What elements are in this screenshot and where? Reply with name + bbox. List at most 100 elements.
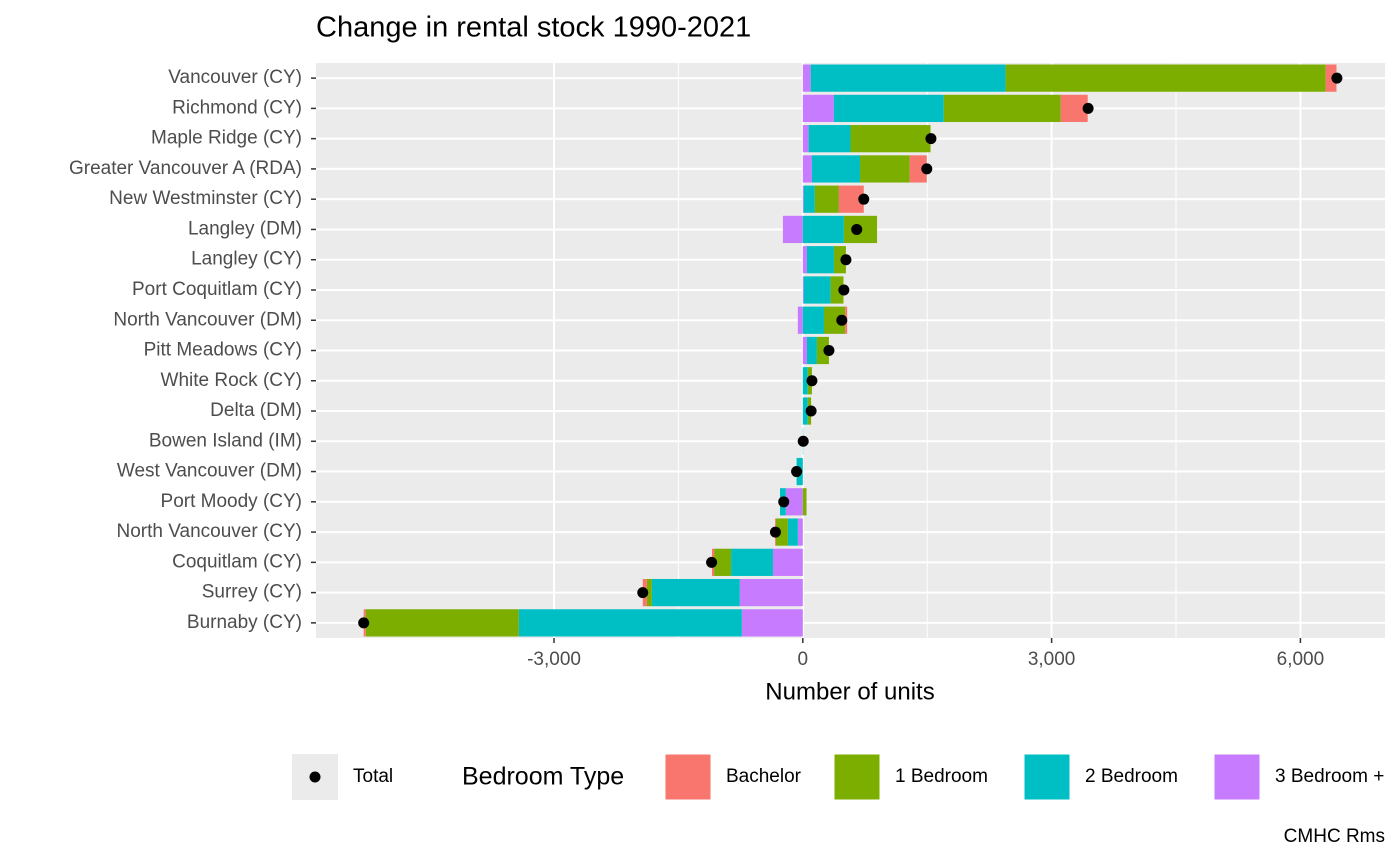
legend-label: 2 Bedroom bbox=[1085, 766, 1178, 787]
legend-label: Bachelor bbox=[726, 766, 802, 787]
y-tick-label: Langley (DM) bbox=[188, 218, 302, 239]
x-tick-label: 6,000 bbox=[1277, 649, 1325, 670]
legend-label: 3 Bedroom + bbox=[1275, 766, 1384, 787]
bar bbox=[802, 488, 807, 516]
bar bbox=[1325, 64, 1337, 92]
total-point bbox=[1331, 72, 1343, 84]
y-tick-label: Port Moody (CY) bbox=[161, 491, 302, 512]
legend-title: Bedroom Type bbox=[462, 763, 624, 791]
y-tick-label: Greater Vancouver A (RDA) bbox=[69, 158, 302, 179]
bar bbox=[833, 246, 846, 274]
total-point bbox=[838, 284, 850, 296]
total-point bbox=[805, 405, 817, 417]
y-tick-label: Pitt Meadows (CY) bbox=[144, 340, 302, 361]
y-tick-label: Surrey (CY) bbox=[202, 582, 302, 603]
bar bbox=[772, 548, 803, 576]
bar bbox=[803, 276, 831, 304]
bar bbox=[518, 609, 742, 637]
y-tick-label: West Vancouver (DM) bbox=[117, 461, 302, 482]
bar bbox=[797, 518, 803, 546]
y-tick-label: North Vancouver (CY) bbox=[117, 521, 303, 542]
total-point bbox=[791, 466, 803, 478]
y-tick-label: Coquitlam (CY) bbox=[172, 551, 302, 572]
caption: CMHC Rms bbox=[1284, 826, 1385, 847]
bar bbox=[365, 609, 519, 637]
y-tick-label: North Vancouver (DM) bbox=[113, 309, 302, 330]
total-point bbox=[806, 375, 818, 387]
bar bbox=[909, 155, 927, 183]
bar bbox=[823, 306, 846, 334]
bar bbox=[802, 155, 812, 183]
bar bbox=[802, 185, 804, 213]
x-tick-label: -3,000 bbox=[527, 649, 581, 670]
x-tick-label: 3,000 bbox=[1028, 649, 1076, 670]
bar bbox=[714, 548, 732, 576]
bar bbox=[1005, 64, 1326, 92]
x-tick-label: 0 bbox=[798, 649, 809, 670]
y-tick-label: Delta (DM) bbox=[210, 400, 302, 421]
y-tick-label: New Westminster (CY) bbox=[109, 188, 302, 209]
y-tick-label: Maple Ridge (CY) bbox=[151, 128, 302, 149]
bar bbox=[803, 185, 815, 213]
bar bbox=[802, 94, 834, 123]
bar bbox=[731, 548, 773, 576]
bar bbox=[860, 155, 910, 183]
legend-symbol bbox=[309, 771, 321, 783]
chart-title: Change in rental stock 1990-2021 bbox=[316, 12, 751, 44]
bar bbox=[802, 306, 824, 334]
legend-key bbox=[1023, 753, 1071, 801]
bar bbox=[802, 397, 808, 425]
bar bbox=[802, 215, 844, 244]
legend-key bbox=[664, 753, 712, 801]
bar bbox=[787, 518, 798, 546]
bar bbox=[816, 336, 829, 365]
total-point bbox=[358, 617, 370, 629]
bar bbox=[651, 578, 740, 607]
total-point bbox=[769, 526, 781, 538]
bar bbox=[833, 94, 944, 123]
total-point bbox=[637, 587, 649, 599]
total-point bbox=[1082, 102, 1094, 114]
total-point bbox=[836, 314, 848, 326]
bar bbox=[802, 246, 807, 274]
y-tick-label: Burnaby (CY) bbox=[187, 612, 302, 633]
total-point bbox=[778, 496, 790, 508]
total-point bbox=[925, 133, 937, 145]
bar bbox=[830, 276, 844, 304]
legend-label: Total bbox=[353, 766, 393, 787]
legend-key bbox=[1213, 753, 1261, 801]
bar bbox=[775, 518, 788, 546]
total-point bbox=[823, 345, 835, 356]
bar bbox=[814, 185, 839, 213]
bar bbox=[802, 336, 807, 365]
bar bbox=[806, 336, 817, 365]
y-tick-label: Langley (CY) bbox=[191, 249, 302, 270]
total-point bbox=[921, 163, 933, 175]
bar bbox=[797, 306, 803, 334]
bar bbox=[802, 367, 808, 395]
bar bbox=[785, 488, 803, 516]
y-tick-label: Bowen Island (IM) bbox=[149, 430, 302, 451]
legend-label: 1 Bedroom bbox=[895, 766, 988, 787]
bar bbox=[739, 578, 803, 607]
bar bbox=[802, 125, 809, 153]
bar bbox=[810, 64, 1006, 92]
legend-key bbox=[833, 753, 881, 801]
total-point bbox=[706, 556, 718, 568]
total-point bbox=[840, 254, 852, 266]
bar bbox=[741, 609, 803, 637]
x-axis-title: Number of units bbox=[765, 678, 934, 705]
y-tick-label: Vancouver (CY) bbox=[168, 67, 302, 88]
y-tick-label: Richmond (CY) bbox=[172, 97, 302, 118]
y-tick-label: Port Coquitlam (CY) bbox=[132, 279, 302, 300]
y-tick-label: White Rock (CY) bbox=[161, 370, 302, 391]
bar bbox=[850, 125, 931, 153]
bar bbox=[806, 246, 834, 274]
bar bbox=[808, 125, 851, 153]
total-point bbox=[851, 223, 863, 235]
bar bbox=[802, 64, 811, 92]
bar bbox=[782, 215, 803, 244]
bar bbox=[802, 276, 804, 304]
bar bbox=[646, 578, 652, 607]
